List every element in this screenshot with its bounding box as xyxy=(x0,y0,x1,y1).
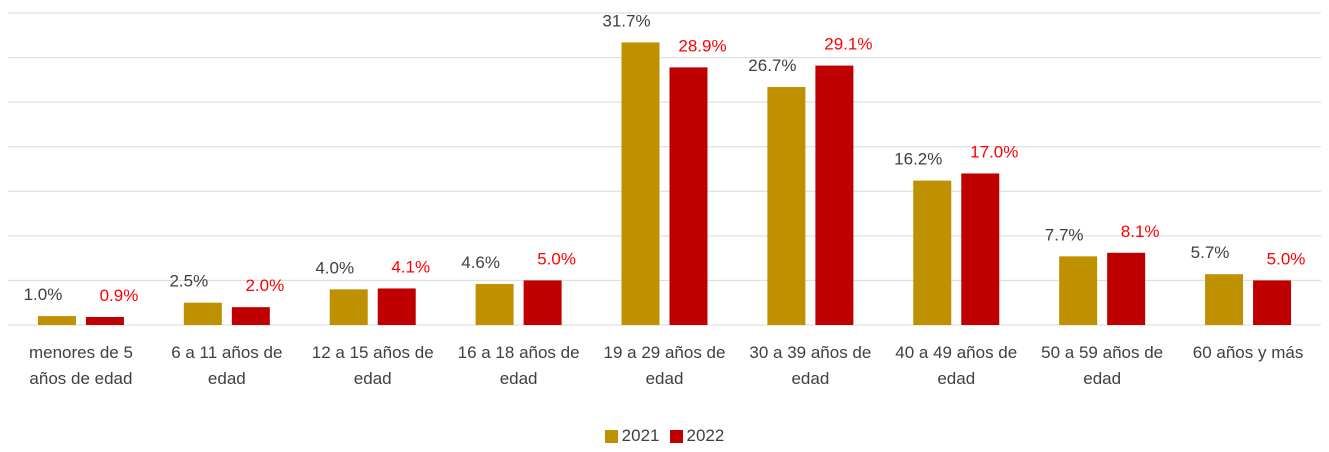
data-label: 5.0% xyxy=(1267,249,1306,268)
data-label: 4.6% xyxy=(461,253,500,272)
bar xyxy=(815,65,854,325)
bar xyxy=(329,289,368,325)
data-label: 26.7% xyxy=(748,56,796,75)
x-tick-label: 50 a 59 años de edad xyxy=(1041,343,1164,388)
bar xyxy=(183,302,222,325)
x-tick-label: 16 a 18 años de edad xyxy=(457,343,580,388)
data-label: 5.7% xyxy=(1191,243,1230,262)
x-tick-label: 30 a 39 años de edad xyxy=(749,343,872,388)
bar xyxy=(475,283,514,325)
bar xyxy=(1059,256,1098,325)
data-label: 0.9% xyxy=(100,286,139,305)
bar xyxy=(1253,280,1292,325)
bar xyxy=(377,288,416,325)
data-label: 5.0% xyxy=(537,249,576,268)
bar xyxy=(669,67,708,326)
legend-label: 2022 xyxy=(686,426,725,445)
legend-item: 2022 xyxy=(669,426,725,446)
bar xyxy=(523,280,562,325)
x-tick-label: 40 a 49 años de edad xyxy=(895,343,1018,388)
data-label: 16.2% xyxy=(894,150,942,169)
data-label: 8.1% xyxy=(1121,222,1160,241)
data-label: 28.9% xyxy=(678,36,726,55)
x-tick-label: 12 a 15 años de edad xyxy=(311,343,434,388)
data-label: 2.5% xyxy=(169,272,208,291)
data-label: 7.7% xyxy=(1045,225,1084,244)
data-label: 17.0% xyxy=(970,142,1018,161)
data-label: 29.1% xyxy=(824,35,872,54)
bar xyxy=(767,86,806,325)
data-label: 1.0% xyxy=(24,285,63,304)
data-label: 2.0% xyxy=(245,276,284,295)
x-tick-label: 6 a 11 años de edad xyxy=(171,343,283,388)
data-label: 4.0% xyxy=(315,258,354,277)
data-label: 31.7% xyxy=(602,11,650,30)
bar xyxy=(37,316,76,325)
bar xyxy=(85,316,124,325)
bar xyxy=(231,307,270,325)
legend-swatch xyxy=(669,429,683,443)
data-label: 4.1% xyxy=(391,257,430,276)
legend-item: 2021 xyxy=(604,426,660,446)
legend-swatch xyxy=(604,429,618,443)
bar xyxy=(621,42,660,325)
x-tick-label: menores de 5 años de edad xyxy=(28,343,133,388)
bar xyxy=(913,180,952,325)
legend-label: 2021 xyxy=(621,426,660,445)
bar xyxy=(961,173,1000,325)
legend: 2021 2022 xyxy=(0,426,1329,446)
bar xyxy=(1107,252,1146,325)
x-tick-label: 60 años y más xyxy=(1192,343,1304,362)
x-tick-label: 19 a 29 años de edad xyxy=(603,343,726,388)
bar xyxy=(1205,274,1244,325)
